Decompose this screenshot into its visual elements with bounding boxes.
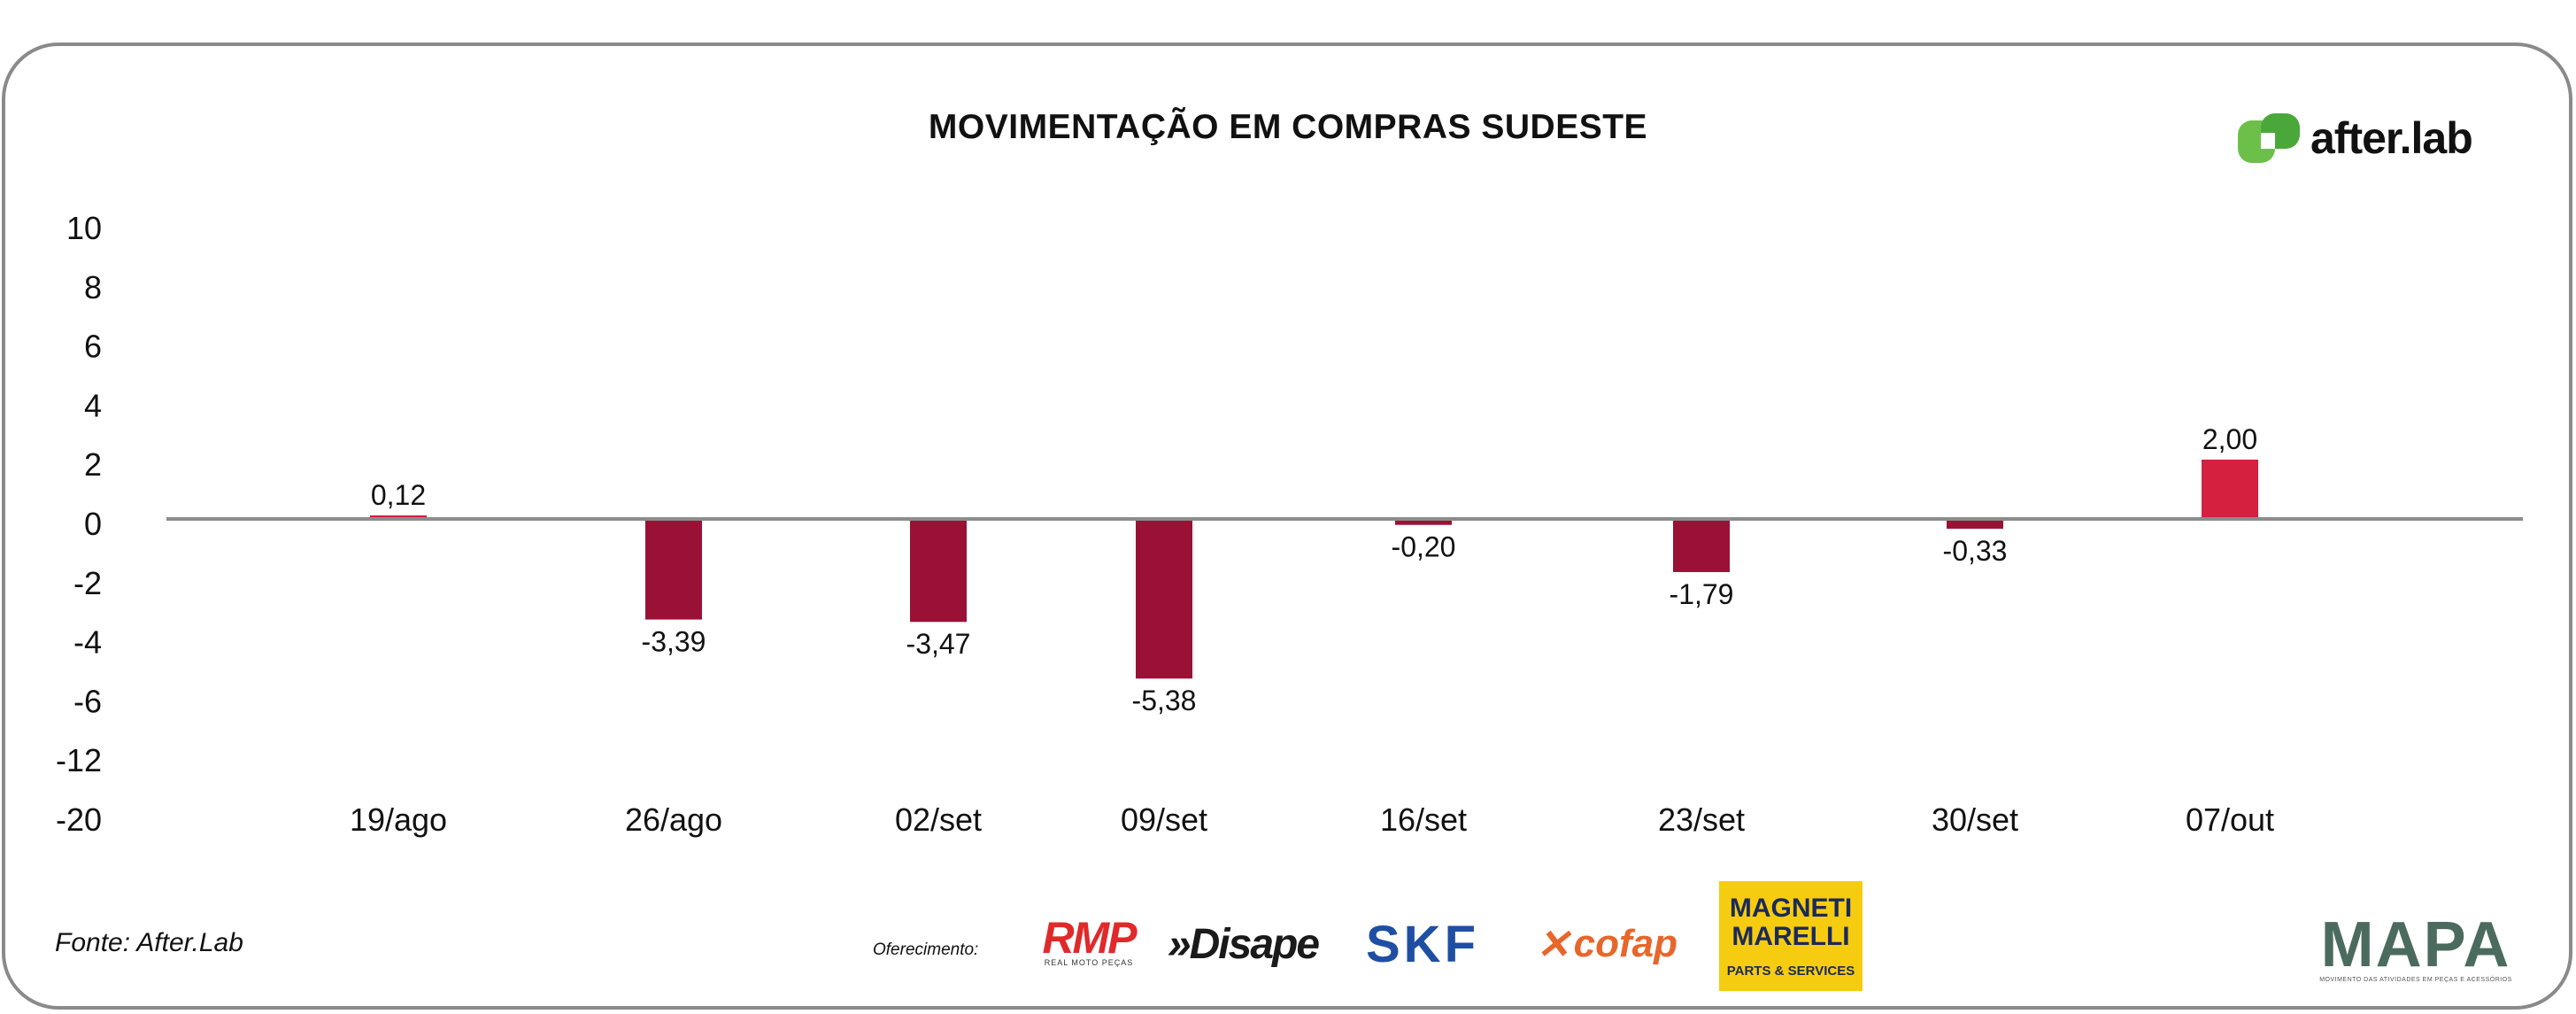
cofap-logo-icon: ✕ (1536, 921, 1570, 967)
bar-26/ago (645, 519, 702, 620)
y-tick-label: -20 (56, 801, 102, 838)
bars-group (370, 460, 2258, 679)
bar-19/ago (370, 515, 427, 519)
data-label: 2,00 (2202, 423, 2257, 455)
y-tick-label: 8 (84, 269, 102, 306)
y-tick-label: 4 (84, 387, 102, 423)
data-label: -5,38 (1132, 685, 1197, 716)
y-tick-label: 2 (84, 446, 102, 483)
x-tick-label: 02/set (895, 801, 982, 838)
x-axis-labels: 19/ago 26/ago 02/set 09/set 16/set 23/set 30/s… (350, 801, 2274, 838)
skf-logo: SKF (1366, 915, 1479, 973)
data-label: -0,33 (1943, 535, 2008, 567)
data-label: -3,47 (906, 628, 971, 660)
afterlab-logo-icon (2238, 113, 2300, 163)
y-axis-ticks: 10 8 6 4 2 0 -2 -4 -6 -12 -20 (56, 210, 102, 838)
data-label: -1,79 (1670, 578, 1734, 610)
x-tick-label: 26/ago (625, 801, 722, 838)
x-tick-label: 30/set (1932, 801, 2018, 838)
bar-30/set (1947, 519, 2003, 530)
mapa-logo: MAPA MOVIMENTO DAS ATIVIDADES EM PEÇAS E… (2314, 912, 2518, 983)
y-tick-label: -12 (56, 742, 102, 778)
y-tick-label: 6 (84, 329, 102, 365)
x-tick-label: 16/set (1380, 801, 1467, 838)
afterlab-logo: after.lab (2238, 112, 2473, 165)
y-tick-label: -4 (73, 624, 102, 661)
bar-02/set (910, 519, 967, 623)
magneti-marelli-logo-subtext: PARTS & SERVICES (1726, 963, 1855, 979)
data-labels: 0,12 -3,39 -3,47 -5,38 -0,20 -1,79 -0,33 2,00 (371, 423, 2257, 716)
rmp-logo: RMP REAL MOTO PEÇAS (1030, 913, 1147, 967)
bar-07/out (2202, 460, 2258, 519)
data-label: -0,20 (1392, 531, 1456, 563)
cofap-logo-text: cofap (1573, 922, 1677, 965)
y-tick-label: -6 (73, 683, 102, 719)
y-tick-label: -2 (73, 565, 102, 601)
x-tick-label: 19/ago (350, 801, 447, 838)
y-tick-label: 10 (66, 210, 102, 246)
bar-09/set (1136, 519, 1192, 679)
bar-23/set (1673, 519, 1730, 572)
mapa-logo-subtext: MOVIMENTO DAS ATIVIDADES EM PEÇAS E ACES… (2319, 976, 2512, 983)
sponsor-label: Oferecimento: (873, 940, 979, 959)
afterlab-logo-text: after.lab (2310, 113, 2473, 163)
cofap-logo: ✕ cofap (1523, 917, 1691, 971)
x-tick-label: 23/set (1658, 801, 1745, 838)
rmp-logo-subtext: REAL MOTO PEÇAS (1044, 958, 1134, 967)
chart-title: MOVIMENTAÇÃO EM COMPRAS SUDESTE (928, 108, 1648, 146)
magneti-marelli-logo-text: MAGNETI MARELLI (1729, 893, 1853, 951)
x-tick-label: 09/set (1121, 801, 1207, 838)
bar-16/set (1395, 519, 1452, 525)
y-tick-label: 0 (84, 506, 102, 542)
mapa-logo-text: MAPA (2320, 909, 2511, 980)
chart-frame (2, 43, 2572, 1010)
x-tick-label: 07/out (2186, 801, 2274, 838)
data-label: 0,12 (371, 479, 426, 511)
magneti-marelli-logo: MAGNETI MARELLI PARTS & SERVICES (1719, 881, 1863, 991)
data-label: -3,39 (642, 626, 706, 658)
source-note: Fonte: After.Lab (55, 928, 243, 957)
rmp-logo-text: RMP (1042, 913, 1137, 963)
disape-logo: »Disape (1167, 920, 1320, 968)
